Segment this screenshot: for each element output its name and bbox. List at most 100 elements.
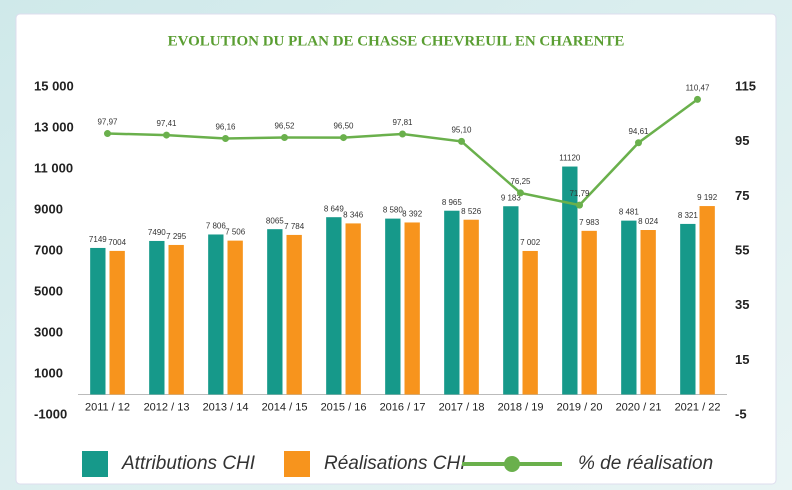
value-label: 7490 bbox=[148, 228, 166, 237]
line-point bbox=[517, 189, 524, 197]
x-tick-label: 2012 / 13 bbox=[144, 401, 190, 413]
bar bbox=[640, 230, 656, 395]
x-tick-label: 2017 / 18 bbox=[439, 401, 485, 413]
value-label: 76,25 bbox=[510, 177, 531, 186]
value-label: 7 983 bbox=[579, 218, 600, 227]
value-label: 94,61 bbox=[628, 127, 649, 136]
value-label: 7004 bbox=[108, 238, 126, 247]
y-tick-label: 9000 bbox=[34, 201, 63, 216]
bar bbox=[680, 223, 696, 395]
y-tick-label: 3000 bbox=[34, 324, 63, 339]
value-label: 7 506 bbox=[225, 228, 246, 237]
bar bbox=[149, 240, 165, 395]
y2-tick-label: 35 bbox=[735, 297, 749, 312]
x-tick-label: 2016 / 17 bbox=[380, 401, 426, 413]
y2-tick-label: 55 bbox=[735, 242, 749, 257]
value-label: 71,79 bbox=[569, 189, 590, 198]
value-label: 7149 bbox=[89, 235, 107, 244]
value-label: 11120 bbox=[559, 154, 581, 163]
y2-tick-label: 115 bbox=[735, 78, 756, 93]
value-label: 8 481 bbox=[619, 208, 640, 217]
bar bbox=[444, 210, 460, 395]
line-point bbox=[576, 201, 583, 209]
x-tick-label: 2015 / 16 bbox=[321, 401, 367, 413]
legend-marker bbox=[504, 456, 520, 472]
value-label: 7 002 bbox=[520, 238, 541, 247]
x-tick-label: 2013 / 14 bbox=[203, 401, 249, 413]
value-label: 97,97 bbox=[97, 118, 118, 127]
line-point bbox=[635, 139, 642, 147]
y-tick-label: -1000 bbox=[34, 406, 67, 421]
bar bbox=[385, 218, 401, 395]
line-point bbox=[163, 131, 170, 139]
line-point bbox=[340, 134, 347, 142]
value-label: 96,16 bbox=[215, 123, 236, 132]
value-label: 9 192 bbox=[697, 193, 718, 202]
bar bbox=[581, 230, 597, 395]
value-label: 96,50 bbox=[333, 122, 354, 131]
bar bbox=[562, 166, 578, 395]
value-label: 97,41 bbox=[156, 119, 177, 128]
bar bbox=[503, 206, 519, 395]
value-label: 8 526 bbox=[461, 207, 482, 216]
value-label: 95,10 bbox=[451, 126, 472, 135]
bar bbox=[109, 250, 125, 395]
bar bbox=[168, 244, 184, 395]
value-label: 8 649 bbox=[324, 204, 345, 213]
y-tick-label: 15 000 bbox=[34, 78, 74, 93]
y2-tick-label: 75 bbox=[735, 188, 749, 203]
x-tick-label: 2019 / 20 bbox=[557, 401, 603, 413]
line-point bbox=[281, 134, 288, 142]
value-label: 7 295 bbox=[166, 232, 187, 241]
value-label: 8 580 bbox=[383, 206, 404, 215]
value-label: 8 965 bbox=[442, 198, 463, 207]
legend-label: Attributions CHI bbox=[121, 453, 256, 474]
line-point bbox=[222, 134, 229, 142]
value-label: 97,81 bbox=[392, 118, 413, 127]
y2-tick-label: 95 bbox=[735, 133, 749, 148]
bar bbox=[286, 234, 302, 395]
legend-swatch bbox=[284, 451, 310, 477]
bar bbox=[90, 247, 106, 395]
value-label: 9 183 bbox=[501, 193, 522, 202]
chart-title: EVOLUTION DU PLAN DE CHASSE CHEVREUIL EN… bbox=[168, 33, 625, 49]
y-tick-label: 1000 bbox=[34, 365, 63, 380]
value-label: 7 806 bbox=[206, 222, 227, 231]
legend-label: Réalisations CHI bbox=[324, 453, 466, 474]
x-tick-label: 2018 / 19 bbox=[498, 401, 544, 413]
line-point bbox=[694, 95, 701, 103]
bar bbox=[326, 217, 342, 395]
bar bbox=[463, 219, 479, 395]
legend-swatch bbox=[82, 451, 108, 477]
line-point bbox=[399, 130, 406, 138]
value-label: 110,47 bbox=[686, 83, 710, 92]
y-tick-label: 13 000 bbox=[34, 119, 74, 134]
legend-label: % de réalisation bbox=[578, 453, 713, 474]
x-tick-label: 2020 / 21 bbox=[616, 401, 662, 413]
x-tick-label: 2021 / 22 bbox=[675, 401, 721, 413]
value-label: 8 321 bbox=[678, 211, 699, 220]
line-point bbox=[104, 130, 111, 138]
y2-tick-label: -5 bbox=[735, 406, 747, 421]
bar bbox=[267, 229, 283, 395]
bar bbox=[345, 223, 361, 395]
value-label: 7 784 bbox=[284, 222, 305, 231]
bar bbox=[699, 206, 715, 395]
value-label: 8 346 bbox=[343, 211, 364, 220]
x-tick-label: 2011 / 12 bbox=[85, 401, 130, 413]
bar bbox=[621, 220, 637, 395]
bar bbox=[227, 240, 243, 395]
value-label: 8 392 bbox=[402, 210, 423, 219]
bar bbox=[208, 234, 224, 395]
value-label: 96,52 bbox=[274, 122, 295, 131]
y2-tick-label: 15 bbox=[735, 352, 749, 367]
y-tick-label: 5000 bbox=[34, 283, 63, 298]
bar bbox=[404, 222, 420, 395]
bar bbox=[522, 250, 538, 395]
line-point bbox=[458, 137, 465, 145]
value-label: 8065 bbox=[266, 216, 284, 225]
y-tick-label: 7000 bbox=[34, 242, 63, 257]
value-label: 8 024 bbox=[638, 217, 659, 226]
y-tick-label: 11 000 bbox=[34, 160, 73, 175]
